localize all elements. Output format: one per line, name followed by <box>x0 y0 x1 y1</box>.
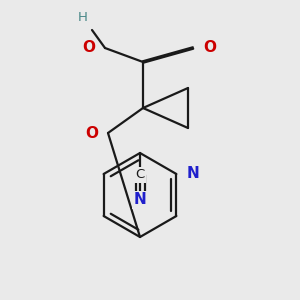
Text: H: H <box>78 11 88 24</box>
Text: O: O <box>85 125 98 140</box>
Text: N: N <box>186 167 199 182</box>
Text: C: C <box>135 169 145 182</box>
Text: N: N <box>134 193 146 208</box>
Text: O: O <box>203 40 216 56</box>
Text: O: O <box>82 40 95 56</box>
